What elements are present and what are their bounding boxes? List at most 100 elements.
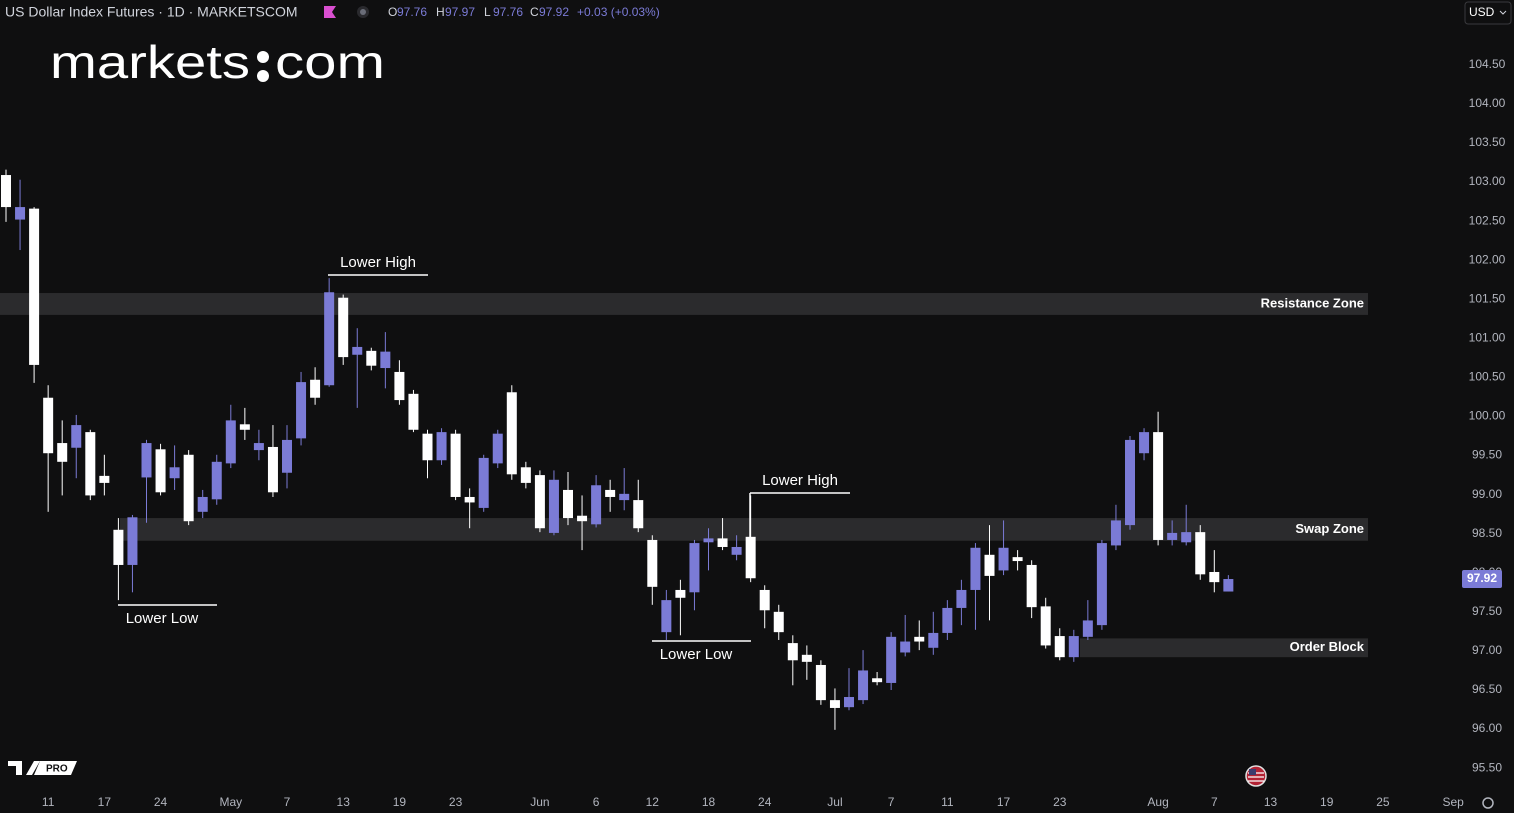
zone-label: Swap Zone <box>1295 521 1364 536</box>
annotation: Lower High <box>340 254 416 271</box>
currency[interactable]: USD <box>1469 5 1495 19</box>
candle-body <box>717 538 728 547</box>
ohlc-value: 97.92 <box>539 5 569 19</box>
candle-body <box>914 636 925 642</box>
zone-label: Order Block <box>1290 639 1365 654</box>
candle-body <box>43 397 54 454</box>
candles <box>1 169 1234 730</box>
candle-body <box>85 432 96 496</box>
candle-body <box>1209 571 1220 583</box>
candle-body <box>197 496 208 512</box>
zone <box>120 518 1368 541</box>
settings-icon[interactable] <box>1482 797 1494 809</box>
candle-body <box>282 439 292 473</box>
candle-body <box>844 697 854 708</box>
candle-body <box>1167 532 1178 540</box>
change: +0.03 (+0.03%) <box>577 5 660 19</box>
candle-body <box>703 538 714 543</box>
candle-body <box>731 546 742 555</box>
candle-body <box>984 554 995 576</box>
y-tick-label: 97.00 <box>1472 643 1502 657</box>
candle-body <box>801 654 812 662</box>
candle-body <box>155 449 166 493</box>
candle-body <box>661 600 672 633</box>
ohlc-key: C <box>530 5 539 19</box>
annotation: Lower Low <box>660 646 733 663</box>
candle-body <box>1040 606 1051 646</box>
candle-body <box>745 536 756 579</box>
candle-body <box>577 515 588 522</box>
candle-body <box>872 678 883 683</box>
event-icon[interactable] <box>1245 765 1267 787</box>
symbol-title: US Dollar Index Futures · 1D · MARKETSCO… <box>5 4 298 20</box>
candle-body <box>450 433 461 497</box>
candle-body <box>1026 564 1037 608</box>
candle-body <box>57 443 68 462</box>
annotations: Lower High Lower Low Lower High Lower Low <box>118 254 850 663</box>
x-tick-label: 19 <box>1320 795 1334 809</box>
candle-body <box>858 670 869 701</box>
ohlc-key: H <box>436 5 445 19</box>
candle-body <box>352 346 363 355</box>
y-tick-label: 103.00 <box>1469 174 1506 188</box>
x-tick-label: 11 <box>42 795 55 809</box>
candle-body <box>366 350 377 366</box>
candle-body <box>1068 636 1079 658</box>
candle-body <box>113 529 124 565</box>
candle-body <box>1195 532 1206 575</box>
candle-body <box>436 432 447 461</box>
x-tick-label: 13 <box>337 795 351 809</box>
y-tick-label: 101.00 <box>1469 331 1506 345</box>
ohlc-key: O <box>388 5 397 19</box>
candle-body <box>380 351 391 369</box>
event-icon-canton <box>1249 769 1256 775</box>
candle-body <box>183 454 194 522</box>
candle-body <box>239 424 250 430</box>
y-tick-label: 100.50 <box>1469 370 1506 384</box>
candle-body <box>619 493 630 501</box>
currency-button[interactable] <box>1464 1 1512 25</box>
x-tick-label: 23 <box>449 795 463 809</box>
y-tick-label: 96.00 <box>1472 721 1502 735</box>
x-tick-label: 7 <box>888 795 895 809</box>
candle-body <box>633 500 644 529</box>
x-tick-label: Jul <box>827 795 842 809</box>
x-tick-label: 19 <box>393 795 407 809</box>
candle-body <box>338 297 349 358</box>
candle-body <box>1012 557 1023 562</box>
candle-body <box>1223 579 1234 592</box>
tv-badge-text: PRO <box>46 764 68 775</box>
candle-body <box>464 496 475 503</box>
y-tick-label: 101.50 <box>1469 291 1506 305</box>
annotation: Lower Low <box>126 610 199 627</box>
candle-body <box>408 393 419 430</box>
candle-body <box>127 517 138 565</box>
candle-body <box>1181 532 1192 543</box>
candle-body <box>787 643 798 661</box>
x-tick-label: 24 <box>154 795 168 809</box>
price-tag-label: 97.92 <box>1467 571 1497 585</box>
x-tick-label: Aug <box>1147 795 1168 809</box>
candle-body <box>647 539 658 587</box>
y-tick-label: 95.50 <box>1472 760 1502 774</box>
candle-body <box>759 589 770 611</box>
y-tick-label: 104.00 <box>1469 96 1506 110</box>
candle-body <box>1110 520 1121 546</box>
candle-body <box>1054 636 1065 658</box>
x-tick-label: 25 <box>1376 795 1390 809</box>
candle-body <box>1082 620 1093 637</box>
candle-body <box>591 485 602 525</box>
x-tick-label: 17 <box>997 795 1011 809</box>
ohlc-value: 97.97 <box>445 5 475 19</box>
candle-body <box>478 457 489 508</box>
flag-icon[interactable] <box>324 6 336 18</box>
candle-body <box>296 382 307 439</box>
candle-body <box>773 611 784 633</box>
x-tick-label: 11 <box>941 795 954 809</box>
candle-body <box>900 641 911 653</box>
logo-dot <box>257 51 269 63</box>
candle-body <box>815 664 826 701</box>
x-tick-label: 12 <box>646 795 660 809</box>
